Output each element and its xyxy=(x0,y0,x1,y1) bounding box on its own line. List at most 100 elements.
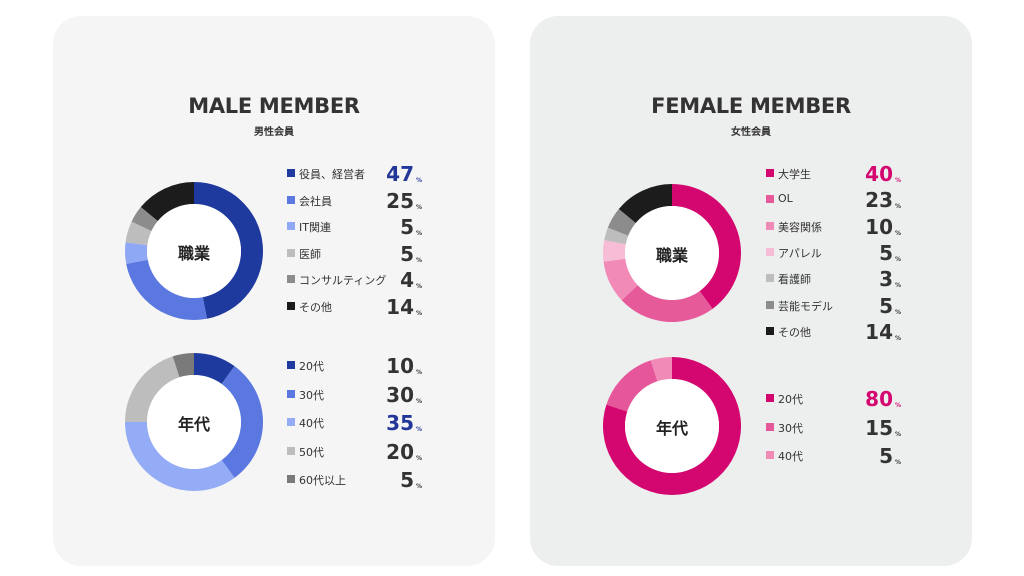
legend-unit: % xyxy=(894,255,901,263)
legend-unit: % xyxy=(894,282,901,290)
legend-item: 30代 15% xyxy=(766,418,901,438)
legend-label: 20代 xyxy=(778,393,803,406)
legend-swatch xyxy=(766,195,774,204)
donut-slice-その他 xyxy=(618,184,672,224)
legend-item: その他 14% xyxy=(766,322,901,342)
donut-center-label: 職業 xyxy=(655,246,688,265)
donut-hole xyxy=(147,375,241,469)
legend-swatch xyxy=(287,389,295,398)
legend-label: 40代 xyxy=(778,450,803,463)
legend-item: 役員、経営者 47% xyxy=(287,164,422,184)
legend-value: 10 xyxy=(865,214,893,239)
donut-slice-コンサルティング xyxy=(131,207,158,231)
male-title: MALE MEMBER xyxy=(188,94,360,118)
legend-label: 医師 xyxy=(299,247,321,261)
donut-center-label: 年代 xyxy=(177,415,210,434)
legend-item: IT関連 5% xyxy=(287,217,422,237)
legend-item: 看護師 3% xyxy=(766,269,901,289)
donut-slice-20代 xyxy=(603,357,741,495)
legend-value: 40 xyxy=(865,162,893,186)
donut-slice-40代 xyxy=(650,357,672,382)
legend-item: 40代 5% xyxy=(766,446,901,466)
legend-value: 23 xyxy=(865,188,893,213)
legend-item: その他 14% xyxy=(287,297,422,317)
legend-unit: % xyxy=(415,256,422,264)
legend-value: 14 xyxy=(386,294,414,319)
donut-slice-美容関係 xyxy=(603,258,638,301)
legend-unit: % xyxy=(894,430,901,438)
donut-slice-30代 xyxy=(221,366,264,478)
legend-unit: % xyxy=(415,369,422,376)
legend-swatch xyxy=(287,248,295,257)
legend-value: 35 xyxy=(386,411,414,435)
legend-swatch xyxy=(287,222,295,230)
donut-slice-役員、経営者 xyxy=(194,182,264,319)
legend-item: 大学生 40% xyxy=(766,164,901,184)
legend-value: 30 xyxy=(386,382,414,407)
donut-slice-大学生 xyxy=(672,184,741,309)
legend-unit: % xyxy=(415,454,422,462)
legend-unit: % xyxy=(415,230,422,237)
legend-swatch xyxy=(766,422,774,431)
legend-swatch xyxy=(766,169,774,177)
legend-label: OL xyxy=(778,192,793,206)
legend-value: 5 xyxy=(400,241,414,266)
legend-label: IT関連 xyxy=(299,221,331,234)
legend-label: 50代 xyxy=(299,445,324,459)
legend-value: 15 xyxy=(865,415,893,440)
donut-slice-アパレル xyxy=(603,240,626,262)
legend-label: 美容関係 xyxy=(778,220,822,234)
donut-slice-医師 xyxy=(125,221,152,246)
legend-unit: % xyxy=(415,203,422,211)
donut-slice-IT関連 xyxy=(125,242,148,264)
legend-value: 10 xyxy=(386,354,414,378)
legend-label: 看護師 xyxy=(778,273,811,287)
legend-value: 5 xyxy=(879,444,893,468)
donut-slice-会社員 xyxy=(126,259,207,321)
legend-item: 40代 35% xyxy=(287,413,422,433)
legend-unit: % xyxy=(894,459,901,466)
donut-slice-芸能モデル xyxy=(607,209,636,236)
legend-swatch xyxy=(287,275,295,283)
legend-swatch xyxy=(287,169,295,177)
legend-swatch xyxy=(287,446,295,455)
legend-item: OL 23% xyxy=(766,190,901,210)
legend-item: コンサルティング 4% xyxy=(287,270,422,290)
legend-unit: % xyxy=(415,397,422,405)
donut-slice-60代以上 xyxy=(172,353,194,378)
legend-item: 美容関係 10% xyxy=(766,217,901,237)
legend-label: 30代 xyxy=(778,421,803,435)
legend-unit: % xyxy=(894,402,901,409)
legend-value: 47 xyxy=(386,162,414,186)
legend-label: 40代 xyxy=(299,417,324,430)
legend-item: 30代 30% xyxy=(287,385,422,405)
legend-item: 20代 10% xyxy=(287,356,422,376)
legend-item: 20代 80% xyxy=(766,389,901,409)
donut-center-label: 年代 xyxy=(655,419,688,438)
legend-label: 役員、経営者 xyxy=(299,168,365,181)
donut-hole xyxy=(625,206,719,300)
male-member-card: MALE MEMBER 男性会員 xyxy=(53,16,495,566)
legend-swatch xyxy=(287,418,295,426)
female-member-card: FEMALE MEMBER 女性会員 xyxy=(530,16,972,566)
donut-slice-OL xyxy=(621,285,713,323)
legend-swatch xyxy=(766,300,774,309)
legend-item: アパレル 5% xyxy=(766,243,901,263)
legend-label: その他 xyxy=(299,300,332,314)
legend-swatch xyxy=(287,361,295,369)
legend-swatch xyxy=(766,221,774,230)
legend-unit: % xyxy=(894,229,901,237)
legend-swatch xyxy=(287,301,295,310)
donut-slice-20代 xyxy=(194,353,235,384)
legend-label: 20代 xyxy=(299,360,324,373)
legend-swatch xyxy=(287,475,295,483)
legend-label: コンサルティング xyxy=(299,274,387,287)
donut-hole xyxy=(625,379,719,473)
legend-label: アパレル xyxy=(778,246,822,260)
legend-label: 60代以上 xyxy=(299,474,346,487)
donut-slice-40代 xyxy=(125,422,235,492)
legend-unit: % xyxy=(415,283,422,290)
